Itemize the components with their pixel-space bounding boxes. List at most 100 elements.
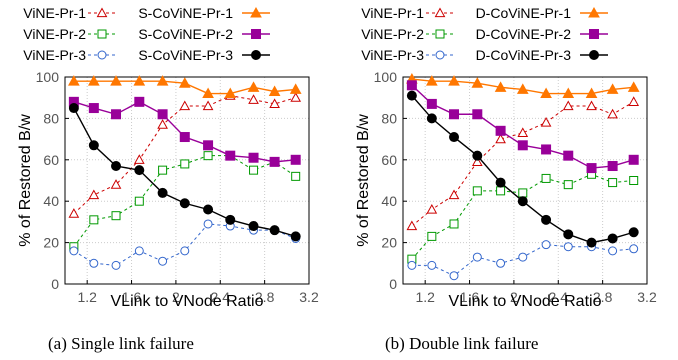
x-tick-label: 1.2: [77, 289, 97, 305]
legend-label-s-covine-pr-2: S-CoViNE-Pr-2: [138, 26, 233, 42]
x-tick-label: 1.6: [460, 289, 480, 305]
series-d-covine-pr-2: [406, 80, 639, 174]
data-point-s-covine-pr-1: [87, 75, 100, 86]
data-point-d-covine-pr-2: [607, 161, 618, 172]
data-point-vine-pr-1: [448, 189, 460, 200]
data-point-s-covine-pr-2: [225, 150, 236, 161]
data-point-d-covine-pr-2: [495, 125, 506, 136]
series-s-covine-pr-2: [68, 96, 301, 167]
data-point-vine-pr-2: [496, 186, 506, 196]
data-point-vine-pr-3: [563, 242, 573, 252]
data-point-d-covine-pr-2: [586, 163, 597, 174]
series-d-covine-pr-3: [406, 90, 639, 248]
data-point-vine-pr-2: [249, 165, 259, 175]
data-point-d-covine-pr-1: [627, 81, 640, 92]
x-tick-label: 2: [172, 289, 180, 305]
data-point-d-covine-pr-1: [494, 81, 507, 92]
data-point-d-covine-pr-3: [586, 237, 597, 248]
legend-marker-vine-pr-2: [435, 29, 445, 39]
data-point-vine-pr-1: [179, 100, 191, 111]
data-point-d-covine-pr-3: [541, 214, 552, 225]
series-vine-pr-1: [406, 96, 640, 231]
data-point-d-covine-pr-2: [517, 140, 528, 151]
data-point-s-covine-pr-1: [224, 87, 237, 99]
data-point-d-covine-pr-3: [628, 227, 639, 238]
data-point-vine-pr-2: [111, 211, 121, 221]
data-point-d-covine-pr-1: [425, 75, 438, 86]
legend-marker-s-covine-pr-1: [250, 6, 262, 18]
data-point-s-covine-pr-1: [202, 87, 214, 99]
data-point-vine-pr-1: [540, 117, 552, 127]
data-point-vine-pr-1: [628, 96, 640, 106]
x-tick-label: 3.2: [299, 289, 319, 305]
data-point-vine-pr-1: [406, 220, 418, 231]
data-point-vine-pr-1: [290, 92, 302, 102]
series-line-vine-pr-1: [73, 95, 296, 214]
series-line-vine-pr-3: [73, 223, 296, 266]
data-point-d-covine-pr-1: [606, 83, 619, 94]
data-point-s-covine-pr-2: [203, 140, 214, 151]
series-vine-pr-2: [407, 169, 639, 264]
y-axis-label: % of Restored B/w: [355, 114, 372, 247]
data-point-vine-pr-1: [248, 94, 259, 104]
series-line-vine-pr-2: [411, 173, 634, 260]
legend-marker-vine-pr-2: [97, 29, 107, 39]
series-line-vine-pr-1: [411, 101, 634, 227]
data-point-d-covine-pr-2: [541, 144, 552, 155]
x-axis-label: VLink to VNode Ratio: [449, 293, 602, 310]
legend-label-s-covine-pr-1: S-CoViNE-Pr-1: [138, 5, 233, 21]
data-point-vine-pr-3: [629, 244, 639, 254]
data-point-d-covine-pr-3: [517, 196, 528, 207]
data-point-s-covine-pr-1: [289, 83, 302, 94]
data-point-s-covine-pr-1: [247, 81, 260, 92]
y-tick-label: 20: [43, 235, 59, 251]
chart-panel-a: 0 20 40 60 80 100 1.2 1.6 2 2.4 2.8 3.2 VLink to VNo…: [17, 5, 319, 310]
legend-label-vine-pr-2: ViNE-Pr-2: [361, 26, 424, 42]
data-point-vine-pr-3: [427, 260, 437, 270]
data-point-vine-pr-3: [180, 246, 190, 256]
x-tick-label: 3.2: [637, 289, 657, 305]
data-point-vine-pr-2: [180, 159, 190, 169]
legend-label-vine-pr-2: ViNE-Pr-2: [23, 26, 86, 42]
data-point-s-covine-pr-3: [203, 204, 214, 215]
data-point-vine-pr-3: [407, 260, 417, 270]
y-tick-label: 20: [381, 235, 397, 251]
y-axis-label: % of Restored B/w: [17, 114, 34, 247]
data-point-d-covine-pr-3: [495, 177, 506, 188]
data-point-s-covine-pr-3: [134, 165, 145, 176]
data-point-d-covine-pr-1: [471, 77, 484, 88]
y-tick-label: 0: [51, 276, 59, 292]
data-point-vine-pr-1: [607, 108, 618, 119]
data-point-vine-pr-2: [563, 180, 573, 190]
data-point-s-covine-pr-2: [134, 96, 145, 107]
data-point-d-covine-pr-3: [426, 113, 437, 124]
data-point-vine-pr-1: [110, 179, 122, 189]
y-tick-label: 40: [381, 193, 397, 209]
legend-marker-d-covine-pr-2: [589, 29, 599, 39]
legend-label-vine-pr-3: ViNE-Pr-3: [361, 47, 424, 63]
data-point-vine-pr-1: [157, 119, 168, 129]
data-point-d-covine-pr-1: [448, 75, 460, 86]
data-point-vine-pr-2: [134, 196, 144, 206]
data-point-vine-pr-3: [203, 219, 213, 229]
data-point-s-covine-pr-2: [269, 156, 280, 167]
data-point-d-covine-pr-1: [516, 83, 529, 94]
data-point-d-covine-pr-1: [562, 87, 575, 99]
data-point-s-covine-pr-2: [157, 109, 168, 120]
data-point-d-covine-pr-1: [585, 87, 598, 99]
y-tick-label: 60: [381, 152, 397, 168]
plot-frame: [402, 76, 648, 285]
data-point-vine-pr-3: [449, 271, 459, 281]
data-point-s-covine-pr-2: [111, 109, 122, 120]
data-point-vine-pr-2: [449, 219, 459, 229]
data-point-vine-pr-1: [471, 156, 483, 166]
data-point-d-covine-pr-3: [406, 90, 417, 101]
legend-label-d-covine-pr-2: D-CoViNE-Pr-2: [476, 26, 572, 42]
series-vine-pr-3: [407, 240, 639, 281]
plot-frame: [64, 76, 310, 285]
data-point-vine-pr-3: [158, 256, 168, 266]
data-point-vine-pr-1: [269, 98, 280, 109]
data-point-vine-pr-3: [89, 258, 99, 268]
data-point-s-covine-pr-3: [225, 214, 236, 225]
